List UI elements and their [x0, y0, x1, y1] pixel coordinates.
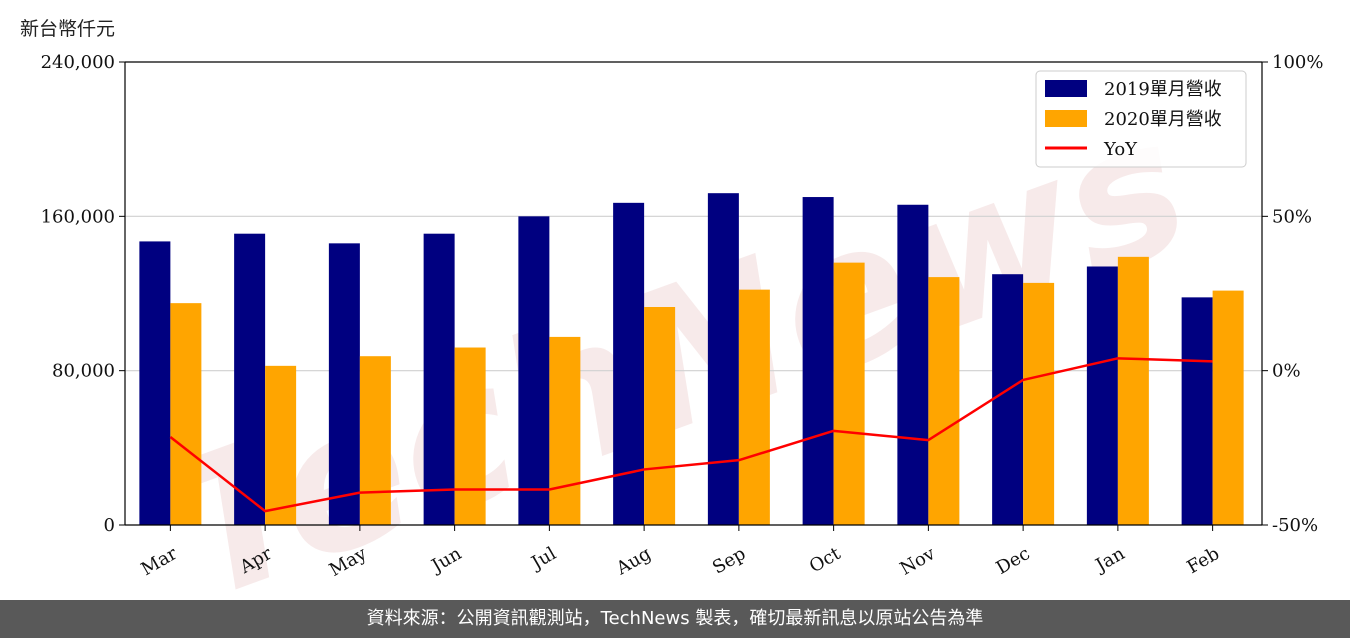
- yoy-line-layer: [169, 357, 1213, 513]
- yoy-line: [169, 357, 1213, 513]
- bar-2019-jan: [1086, 266, 1118, 525]
- grid-lines: [125, 215, 1262, 372]
- x-tick-label-feb: Feb: [1183, 543, 1223, 578]
- bar-2019-oct: [802, 197, 834, 525]
- legend: 2019單月營收 2020單月營收 YoY: [1035, 70, 1247, 168]
- bar-2020-apr: [265, 365, 297, 525]
- x-tick-label-nov: Nov: [897, 543, 940, 580]
- left-tick-label: 160,000: [41, 206, 115, 227]
- x-tick-label-aug: Aug: [612, 543, 655, 580]
- bar-2019-nov: [897, 204, 929, 525]
- y-axis-unit-label: 新台幣仟元: [20, 18, 116, 40]
- bar-2020-dec: [1023, 282, 1055, 525]
- bar-2020-may: [359, 356, 391, 525]
- bar-2020-mar: [170, 303, 202, 525]
- bar-2019-dec: [992, 274, 1024, 525]
- bar-2019-may: [328, 243, 360, 525]
- bar-2019-apr: [234, 233, 266, 525]
- x-tick-label-sep: Sep: [709, 543, 749, 578]
- bar-2019-jul: [518, 216, 550, 526]
- bar-2019-mar: [139, 241, 171, 525]
- bars: [139, 193, 1244, 526]
- legend-swatch-2: [1045, 110, 1087, 127]
- bar-2019-aug: [613, 202, 645, 525]
- right-tick-label: 0%: [1272, 361, 1301, 382]
- bar-2019-feb: [1181, 297, 1213, 525]
- x-tick-label-dec: Dec: [993, 543, 1034, 579]
- bar-2020-oct: [833, 262, 865, 525]
- right-tick-label: -50%: [1272, 515, 1318, 536]
- bar-2020-sep: [738, 289, 770, 525]
- right-tick-label: 50%: [1272, 206, 1312, 227]
- bar-2019-jun: [423, 233, 455, 525]
- bar-2020-jan: [1117, 256, 1149, 525]
- source-footer: 資料來源：公開資訊觀測站，TechNews 製表，確切最新訊息以原站公告為準: [0, 600, 1350, 638]
- x-tick-label-mar: Mar: [138, 543, 182, 580]
- legend-box: [1035, 70, 1247, 168]
- bar-2019-sep: [707, 193, 739, 525]
- bar-2020-jun: [454, 347, 486, 525]
- left-tick-label: 0: [104, 515, 115, 536]
- x-tick-label-jul: Jul: [526, 543, 560, 575]
- bar-2020-jul: [549, 336, 581, 525]
- bar-2020-aug: [644, 307, 676, 525]
- left-tick-label: 240,000: [41, 52, 115, 73]
- legend-swatch-1: [1045, 80, 1087, 97]
- right-tick-label: 100%: [1272, 52, 1323, 73]
- legend-label-2: 2020單月營收: [1104, 109, 1222, 130]
- bar-2020-nov: [928, 277, 960, 525]
- x-tick-label-jan: Jan: [1091, 543, 1129, 577]
- bar-2020-feb: [1212, 290, 1244, 525]
- legend-label-1: 2019單月營收: [1104, 79, 1222, 100]
- legend-label-3: YoY: [1103, 139, 1138, 160]
- revenue-chart: TechNews 080,000160,000240,000-50%0%50%1…: [41, 52, 1324, 600]
- left-tick-label: 80,000: [52, 361, 115, 382]
- x-tick-label-oct: Oct: [806, 543, 845, 578]
